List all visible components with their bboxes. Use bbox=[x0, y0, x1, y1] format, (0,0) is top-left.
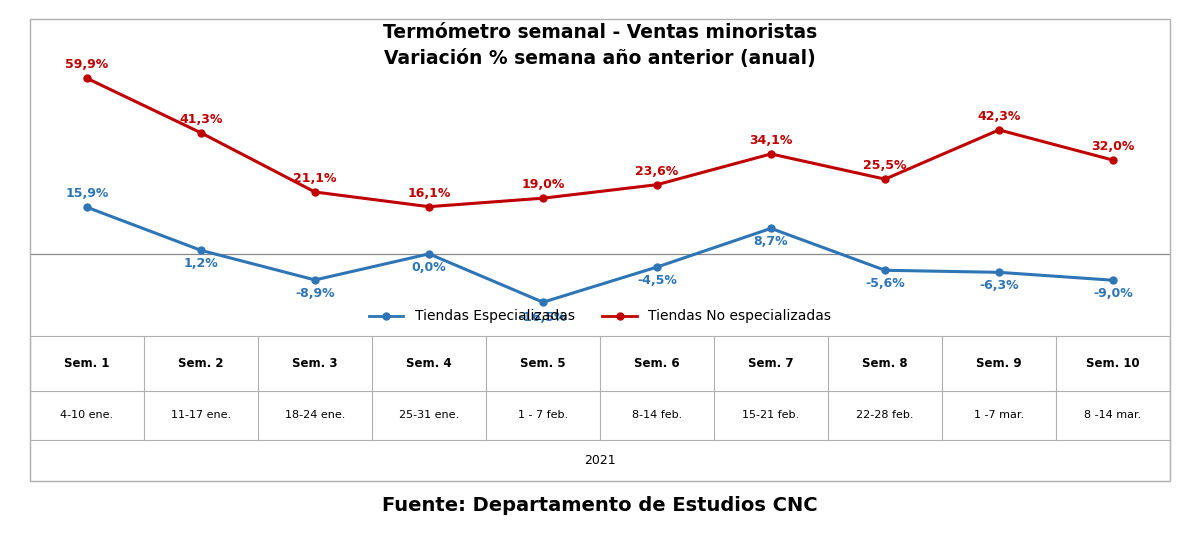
Text: Sem. 2: Sem. 2 bbox=[179, 357, 223, 370]
Text: Sem. 8: Sem. 8 bbox=[862, 357, 908, 370]
Text: 23,6%: 23,6% bbox=[635, 165, 679, 178]
Text: 34,1%: 34,1% bbox=[749, 134, 793, 147]
Text: 59,9%: 59,9% bbox=[65, 58, 109, 72]
Text: 11-17 ene.: 11-17 ene. bbox=[170, 411, 232, 421]
Text: 19,0%: 19,0% bbox=[521, 178, 565, 191]
Text: 25-31 ene.: 25-31 ene. bbox=[398, 411, 460, 421]
Text: Sem. 6: Sem. 6 bbox=[634, 357, 680, 370]
Text: 21,1%: 21,1% bbox=[293, 172, 337, 185]
Text: Sem. 3: Sem. 3 bbox=[293, 357, 337, 370]
Text: 15,9%: 15,9% bbox=[65, 188, 109, 200]
Text: 18-24 ene.: 18-24 ene. bbox=[284, 411, 346, 421]
Text: 1 - 7 feb.: 1 - 7 feb. bbox=[518, 411, 568, 421]
Text: 41,3%: 41,3% bbox=[179, 113, 223, 126]
Text: Sem. 5: Sem. 5 bbox=[520, 357, 566, 370]
Text: Fuente: Departamento de Estudios CNC: Fuente: Departamento de Estudios CNC bbox=[382, 496, 818, 516]
Text: 4-10 ene.: 4-10 ene. bbox=[60, 411, 114, 421]
Text: 25,5%: 25,5% bbox=[863, 159, 907, 172]
Text: Sem. 4: Sem. 4 bbox=[406, 357, 452, 370]
Text: 32,0%: 32,0% bbox=[1091, 140, 1135, 153]
Text: 8,7%: 8,7% bbox=[754, 235, 788, 248]
Text: 42,3%: 42,3% bbox=[977, 110, 1021, 123]
Text: Sem. 1: Sem. 1 bbox=[65, 357, 109, 370]
Text: Sem. 7: Sem. 7 bbox=[749, 357, 793, 370]
Text: 1 -7 mar.: 1 -7 mar. bbox=[974, 411, 1024, 421]
Text: -8,9%: -8,9% bbox=[295, 287, 335, 300]
Text: 22-28 feb.: 22-28 feb. bbox=[857, 411, 913, 421]
Text: -6,3%: -6,3% bbox=[979, 279, 1019, 292]
Text: -9,0%: -9,0% bbox=[1093, 287, 1133, 300]
Legend: Tiendas Especializadas, Tiendas No especializadas: Tiendas Especializadas, Tiendas No espec… bbox=[364, 304, 836, 329]
Text: 16,1%: 16,1% bbox=[407, 186, 451, 200]
Text: Termómetro semanal - Ventas minoristas
Variación % semana año anterior (anual): Termómetro semanal - Ventas minoristas V… bbox=[383, 23, 817, 68]
Text: 15-21 feb.: 15-21 feb. bbox=[743, 411, 799, 421]
Text: -5,6%: -5,6% bbox=[865, 277, 905, 290]
Text: -16,5%: -16,5% bbox=[518, 311, 568, 324]
Text: Sem. 10: Sem. 10 bbox=[1086, 357, 1140, 370]
Text: 2021: 2021 bbox=[584, 454, 616, 467]
Text: 0,0%: 0,0% bbox=[412, 261, 446, 274]
Text: 8-14 feb.: 8-14 feb. bbox=[632, 411, 682, 421]
Text: -4,5%: -4,5% bbox=[637, 274, 677, 287]
Text: 1,2%: 1,2% bbox=[184, 258, 218, 270]
Text: 8 -14 mar.: 8 -14 mar. bbox=[1085, 411, 1141, 421]
Text: Sem. 9: Sem. 9 bbox=[976, 357, 1022, 370]
